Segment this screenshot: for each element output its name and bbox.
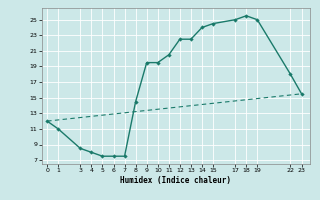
X-axis label: Humidex (Indice chaleur): Humidex (Indice chaleur)	[121, 176, 231, 185]
